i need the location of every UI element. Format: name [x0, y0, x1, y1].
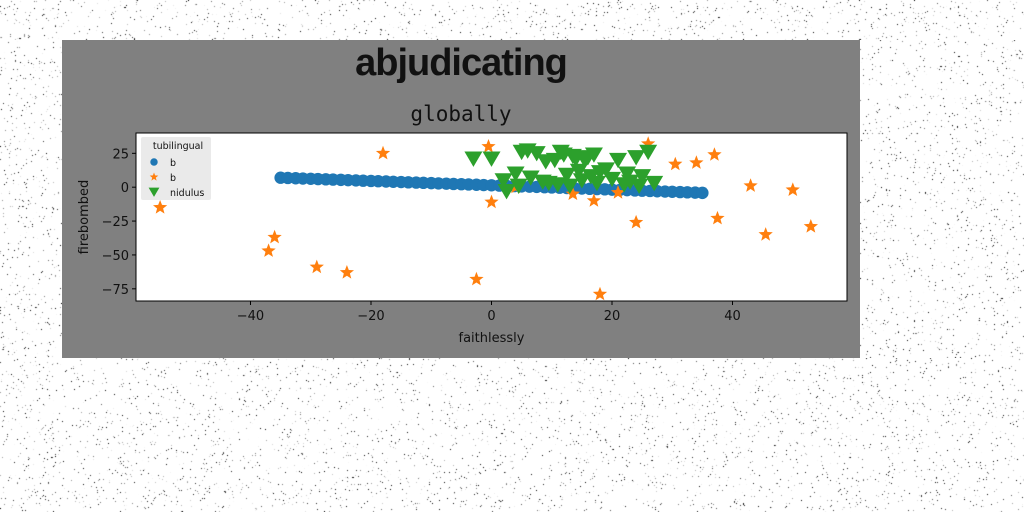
data-point	[785, 182, 800, 196]
data-point	[621, 174, 640, 190]
data-point	[696, 186, 709, 200]
data-point	[618, 166, 637, 182]
x-tick-label: 40	[724, 309, 741, 324]
x-axis: −40 −20 0 20 40	[237, 301, 741, 324]
data-point	[464, 151, 483, 167]
data-point	[587, 175, 606, 192]
data-point	[758, 227, 773, 241]
scatter-chart: −40 −20 0 20 40 25 0 −25 −50 −75 faithlessly fir…	[77, 132, 848, 346]
legend-marker	[149, 172, 159, 181]
data-point	[609, 152, 628, 169]
data-point	[484, 194, 499, 209]
data-point	[639, 144, 658, 161]
data-point	[153, 200, 168, 214]
data-point	[645, 175, 664, 192]
data-point	[596, 162, 615, 178]
data-point	[592, 286, 608, 301]
data-point	[494, 173, 513, 189]
legend-label: b	[170, 173, 176, 184]
legend-label: nidulus	[170, 188, 204, 199]
data-point	[261, 243, 276, 257]
x-tick-label: −20	[357, 309, 384, 324]
data-point	[803, 219, 818, 233]
data-point	[267, 229, 282, 244]
legend-box	[141, 137, 211, 200]
figure-panel: abjudicating globally −40 −20 0 20 40 25 0 −25…	[62, 40, 860, 358]
axes-title: globally	[410, 102, 512, 126]
data-point	[375, 145, 391, 160]
data-point	[572, 173, 591, 189]
data-point	[630, 178, 649, 194]
y-tick-label: 25	[112, 147, 129, 162]
y-tick-label: −75	[102, 283, 129, 298]
data-point	[707, 147, 722, 161]
series-1	[153, 136, 818, 301]
x-tick-label: 0	[487, 309, 495, 324]
data-point	[527, 146, 546, 162]
data-point	[482, 151, 501, 167]
legend-title: tubilingual	[153, 141, 203, 152]
data-point	[633, 169, 652, 185]
legend-label: b	[170, 158, 176, 169]
y-axis: 25 0 −25 −50 −75	[102, 147, 136, 298]
data-point	[548, 177, 567, 193]
figure-title: abjudicating	[355, 42, 568, 84]
data-point	[627, 150, 646, 166]
y-axis-label: firebombed	[77, 180, 92, 255]
data-point	[610, 185, 626, 199]
data-point	[521, 170, 540, 186]
data-point	[584, 147, 603, 163]
data-point	[497, 184, 516, 200]
data-point	[743, 178, 758, 192]
data-point	[509, 178, 528, 194]
y-tick-label: −25	[102, 215, 129, 230]
legend: tubilingual bb nidulus	[141, 137, 211, 200]
data-point	[557, 167, 576, 184]
chart-marks	[136, 133, 847, 301]
data-point	[560, 178, 579, 194]
data-point	[469, 271, 484, 286]
x-axis-label: faithlessly	[459, 331, 525, 346]
data-point	[603, 171, 622, 188]
y-tick-label: −50	[102, 249, 129, 264]
data-point	[629, 214, 644, 229]
data-point	[506, 166, 525, 182]
data-point	[565, 186, 580, 200]
legend-marker	[150, 158, 158, 166]
data-point	[641, 136, 656, 150]
y-tick-label: 0	[121, 181, 129, 196]
data-point	[668, 156, 683, 171]
data-point	[339, 265, 354, 279]
series-0	[274, 171, 709, 200]
legend-marker	[148, 187, 160, 197]
data-point	[481, 139, 496, 153]
x-tick-label: −40	[237, 309, 264, 324]
data-point	[309, 259, 324, 274]
data-point	[586, 193, 602, 207]
data-point	[689, 155, 704, 169]
data-point	[569, 163, 588, 180]
data-point	[710, 210, 725, 225]
x-tick-label: 20	[604, 309, 621, 324]
series-2	[464, 143, 664, 200]
